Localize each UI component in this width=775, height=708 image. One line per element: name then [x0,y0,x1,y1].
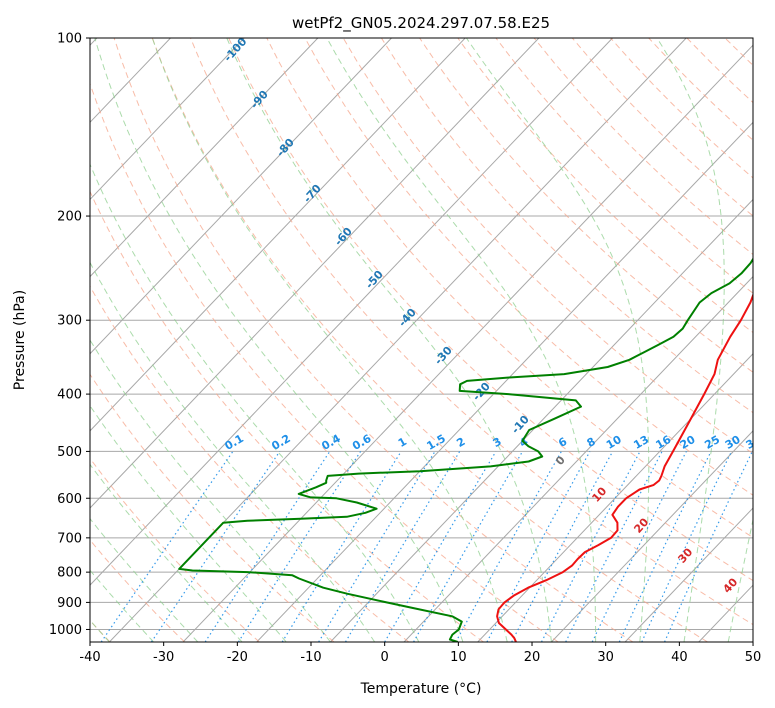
isotherm-line [477,353,753,642]
isotherm-line [624,507,753,642]
isotherm-line [403,275,753,642]
moist-adiabat-line [90,463,243,642]
moist-adiabat-line [727,517,753,642]
x-tick-label: 40 [671,650,688,665]
moist-adiabat-line [656,38,725,642]
moist-adiabat-line [226,38,552,642]
y-tick-label: 1000 [49,623,82,638]
mixing-ratio-label: 36 [744,433,764,452]
chart-title: wetPf2_GN05.2024.297.07.58.E25 [292,14,550,33]
isotherm-line [90,38,245,201]
mixing-ratio-line [100,451,234,642]
mixing-ratio-line [591,451,687,642]
isotherm-line [90,38,613,586]
isotherm-line [90,38,392,355]
dry-adiabat-line [228,38,753,582]
y-axis: 100 200 300 400 500 600 700 800 900 1000 [49,32,90,638]
moist-adiabat-line [326,38,597,642]
mixing-ratio-line [237,451,362,642]
x-axis: -40 -30 -20 -10 0 10 20 30 40 50 [79,642,761,665]
dry-adiabat-line [342,38,753,455]
dry-adiabat-line [90,457,260,642]
dry-adiabat-line [90,190,484,642]
isotherm-line [90,38,466,432]
mixing-ratio-line [150,451,281,642]
x-tick-label: -40 [79,650,100,665]
x-tick-label: -20 [227,650,248,665]
dry-adiabat-line [190,38,753,626]
x-tick-label: 0 [381,650,389,665]
dry-adiabat-line [90,82,559,642]
dry-adiabat-line [380,38,753,414]
dry-adiabat-line [113,38,634,642]
x-axis-label: Temperature (°C) [360,681,482,697]
x-tick-label: 20 [524,650,541,665]
y-tick-label: 800 [57,566,82,581]
mixing-ratio-line [618,451,712,642]
mixing-ratio-line [318,451,436,642]
y-tick-label: 600 [57,492,82,507]
mixing-ratio-line [486,451,591,642]
plot-frame [89,37,754,643]
y-tick-label: 100 [57,32,82,47]
dry-adiabat-line [419,38,753,373]
mixing-ratio-line [344,451,461,642]
x-tick-label: 10 [450,650,467,665]
y-axis-label: Pressure (hPa) [12,290,28,390]
isotherm-line [182,44,753,642]
y-tick-label: 900 [57,596,82,611]
temperature-profile-line [496,292,753,642]
isotherm-line [90,38,540,509]
y-tick-label: 700 [57,531,82,546]
x-tick-label: -10 [300,650,321,665]
moist-adiabat-line [90,339,331,642]
sounding-profiles [178,257,753,642]
dry-adiabat-line [90,373,335,642]
moist-adiabat-line [90,163,420,642]
dry-adiabat-line [90,285,410,642]
plot-area [90,38,753,642]
dry-adiabat-line [304,38,753,496]
background-grid [90,38,753,642]
moist-adiabat-line [151,38,508,642]
isotherm-line [330,198,753,642]
moist-adiabat-line [90,404,287,642]
y-tick-label: 200 [57,210,82,225]
moist-adiabat-line [94,38,464,642]
isotherm-line [90,38,319,278]
moist-adiabat-line [90,261,376,642]
x-tick-label: -30 [153,650,174,665]
x-tick-label: 30 [597,650,614,665]
y-tick-label: 500 [57,445,82,460]
dry-adiabat-line [266,38,753,539]
mixing-ratio-line [281,451,402,642]
dewpoint-profile-line [178,257,753,642]
x-tick-label: 50 [745,650,762,665]
isotherm-line [551,430,753,642]
y-tick-label: 400 [57,388,82,403]
mixing-ratio-line [384,451,497,642]
mixing-ratio-line [641,451,733,642]
y-tick-label: 300 [57,314,82,329]
